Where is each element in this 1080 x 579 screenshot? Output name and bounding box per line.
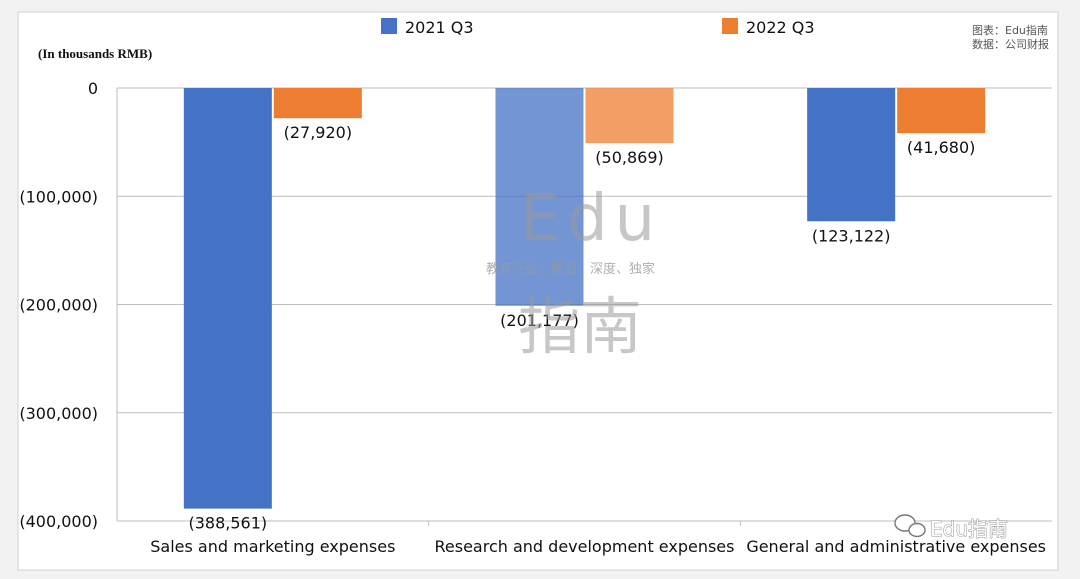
watermark-cn: 指南 (518, 290, 642, 363)
data-label: (123,122) (812, 226, 891, 245)
bar-2021-q3 (183, 88, 272, 509)
bar-2022-q3 (897, 88, 986, 134)
bar-2022-q3 (273, 88, 362, 119)
data-label: (41,680) (907, 138, 975, 157)
bar-2022-q3 (585, 88, 674, 144)
watermark-tagline: 教育行业，前沿、深度、独家 (486, 261, 655, 277)
legend: 2021 Q3 2022 Q3 (381, 18, 815, 37)
source-note-chart: 图表：Edu指南 (972, 23, 1048, 37)
data-label: (201,177) (500, 311, 579, 330)
watermark: Edu 教育行业，前沿、深度、独家 指南 (486, 182, 655, 363)
y-tick-label: (100,000) (19, 187, 98, 206)
data-label: (50,869) (595, 148, 663, 167)
x-category-label: Sales and marketing expenses (150, 537, 395, 556)
legend-swatch-2022 (722, 18, 738, 34)
data-label: (27,920) (284, 123, 352, 142)
y-tick-label: (300,000) (19, 404, 98, 423)
watermark-title: Edu (520, 182, 655, 256)
y-tick-label: (200,000) (19, 296, 98, 315)
bar-2021-q3 (495, 88, 584, 306)
legend-swatch-2021 (381, 18, 397, 34)
data-label: (388,561) (189, 514, 268, 533)
legend-label-2021: 2021 Q3 (405, 18, 474, 37)
unit-label: (In thousands RMB) (38, 46, 152, 61)
source-note-data: 数据：公司财报 (972, 37, 1049, 51)
x-category-label: General and administrative expenses (746, 537, 1046, 556)
bar-2021-q3 (807, 88, 896, 222)
wechat-icon (894, 514, 926, 538)
brand-mark: Edu指南 (894, 514, 1008, 541)
y-tick-label: 0 (88, 79, 98, 98)
x-category-label: Research and development expenses (435, 537, 735, 556)
brand-text: Edu指南 (930, 517, 1008, 541)
legend-label-2022: 2022 Q3 (746, 18, 815, 37)
y-tick-label: (400,000) (19, 512, 98, 531)
